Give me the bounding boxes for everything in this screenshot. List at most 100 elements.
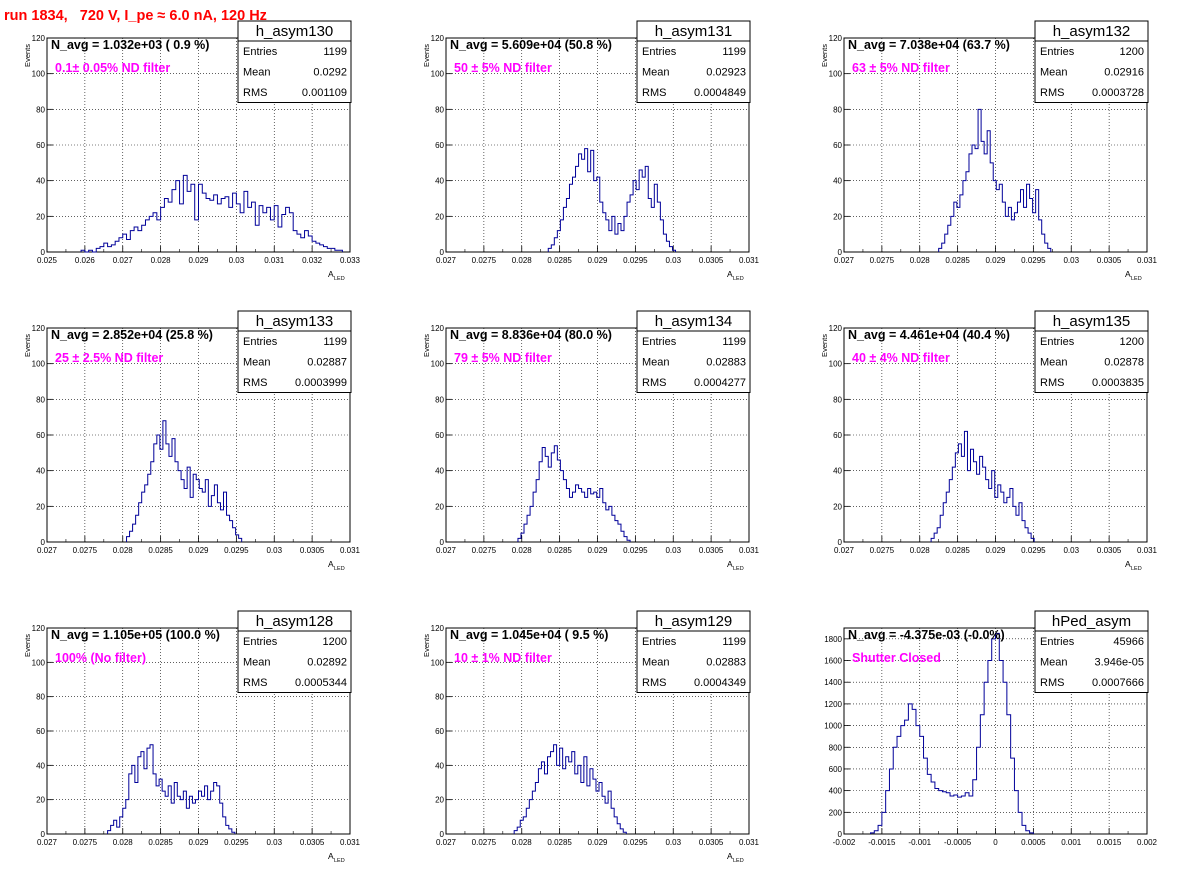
filter-label: Shutter Closed xyxy=(852,651,941,665)
x-tick-label: 0.0305 xyxy=(300,546,325,555)
histogram-line xyxy=(80,174,343,253)
y-tick-label: 100 xyxy=(32,658,46,667)
x-tick-label: 0.0285 xyxy=(148,838,173,847)
stats-value: 45966 xyxy=(1113,636,1144,648)
histogram-panel-hPed_asym: -0.002 -0.0015 -0.001 -0.0005 0 0.0005 0.001 0.… xyxy=(824,610,1158,847)
stats-title: hPed_asym xyxy=(1052,613,1131,630)
x-tick-label: 0.0285 xyxy=(945,256,970,265)
stats-title: h_asym129 xyxy=(655,613,733,630)
y-tick-label: 20 xyxy=(435,212,444,221)
x-tick-label: 0.029 xyxy=(587,546,608,555)
x-tick-label: 0.0295 xyxy=(623,838,648,847)
x-tick-label: 0.0285 xyxy=(148,546,173,555)
x-tick-label: 0.025 xyxy=(37,256,58,265)
histogram-line xyxy=(513,744,627,834)
y-tick-label: 40 xyxy=(833,177,842,186)
x-tick-label: 0.03 xyxy=(229,256,245,265)
y-tick-label: 100 xyxy=(431,360,445,369)
x-tick-label: 0.0275 xyxy=(73,546,98,555)
x-tick-label: 0.028 xyxy=(113,546,134,555)
y-tick-label: 100 xyxy=(32,70,46,79)
x-tick-label: 0.002 xyxy=(1137,838,1158,847)
y-axis-label: Events xyxy=(820,44,829,67)
x-tick-label: 0.0275 xyxy=(472,838,497,847)
y-axis-label: Events xyxy=(820,334,829,357)
stats-value: 0.02878 xyxy=(1104,357,1144,369)
y-tick-label: 60 xyxy=(36,141,45,150)
stats-label: Mean xyxy=(1040,67,1068,79)
x-tick-label: 0.0285 xyxy=(547,256,572,265)
x-tick-label: 0.0285 xyxy=(547,546,572,555)
stats-value: 0.001109 xyxy=(302,87,347,99)
x-tick-label: 0.027 xyxy=(436,546,457,555)
x-axis-label-sub: LED xyxy=(334,276,345,282)
x-tick-label: 0.0275 xyxy=(472,256,497,265)
stats-value: 0.0005344 xyxy=(295,677,347,689)
x-tick-label: -0.001 xyxy=(908,838,931,847)
x-tick-label: 0.027 xyxy=(834,546,855,555)
stats-value: 0.02916 xyxy=(1104,67,1144,79)
filter-label: 63 ± 5% ND filter xyxy=(852,61,950,75)
stats-value: 0.02883 xyxy=(706,657,746,669)
x-tick-label: 0.0015 xyxy=(1097,838,1122,847)
navg-label: N_avg = 5.609e+04 (50.8 %) xyxy=(450,38,612,52)
histogram-line xyxy=(870,632,1034,834)
x-tick-label: 0.0305 xyxy=(1097,256,1122,265)
filter-label: 100% (No filter) xyxy=(55,651,146,665)
y-tick-label: 200 xyxy=(829,808,843,817)
stats-box xyxy=(636,310,751,393)
y-axis-label: Events xyxy=(422,44,431,67)
y-tick-label: 20 xyxy=(36,502,45,511)
stats-label: Entries xyxy=(642,336,677,348)
x-tick-label: 0.029 xyxy=(188,838,209,847)
x-tick-label: 0.027 xyxy=(37,838,58,847)
x-tick-label: 0.03 xyxy=(665,546,681,555)
x-tick-label: 0.027 xyxy=(436,838,457,847)
stats-value: 0.0003835 xyxy=(1092,377,1144,389)
filter-label: 0.1± 0.05% ND filter xyxy=(55,61,170,75)
stats-label: RMS xyxy=(1040,377,1064,389)
y-tick-label: 40 xyxy=(36,761,45,770)
x-tick-label: 0.03 xyxy=(665,838,681,847)
stats-label: RMS xyxy=(243,87,267,99)
stats-label: Entries xyxy=(1040,336,1075,348)
y-tick-label: 1600 xyxy=(824,657,842,666)
x-tick-label: 0.03 xyxy=(1063,256,1079,265)
x-axis-label: A xyxy=(727,269,733,279)
navg-label: N_avg = 1.045e+04 ( 9.5 %) xyxy=(450,628,608,642)
x-tick-label: 0.032 xyxy=(302,256,323,265)
stats-value: 0.0003999 xyxy=(295,377,347,389)
y-tick-label: 20 xyxy=(36,212,45,221)
x-tick-label: 0.03 xyxy=(665,256,681,265)
y-tick-label: 60 xyxy=(435,727,444,736)
histogram-panel-h_asym133: 0.027 0.0275 0.028 0.0285 0.029 0.0295 0.03 0.0… xyxy=(23,310,361,572)
x-tick-label: 0.0305 xyxy=(699,256,724,265)
x-tick-label: 0.0295 xyxy=(1021,256,1046,265)
x-tick-label: 0.0285 xyxy=(945,546,970,555)
stats-value: 1199 xyxy=(722,336,746,348)
stats-value: 1199 xyxy=(323,46,347,58)
x-tick-label: 0.028 xyxy=(512,838,533,847)
x-tick-label: 0.0295 xyxy=(1021,546,1046,555)
x-tick-label: 0.0005 xyxy=(1021,838,1046,847)
stats-label: RMS xyxy=(243,677,267,689)
y-tick-label: 40 xyxy=(435,761,444,770)
y-tick-label: 120 xyxy=(431,624,445,633)
x-tick-label: 0.029 xyxy=(985,256,1006,265)
y-axis-label: Events xyxy=(23,634,32,657)
histogram-line xyxy=(517,445,631,542)
x-tick-label: 0.031 xyxy=(739,838,760,847)
navg-label: N_avg = 1.032e+03 ( 0.9 %) xyxy=(51,38,209,52)
y-tick-label: 120 xyxy=(431,324,445,333)
stats-value: 1200 xyxy=(1120,46,1144,58)
stats-value: 0.02887 xyxy=(307,357,347,369)
navg-label: N_avg = 7.038e+04 (63.7 %) xyxy=(848,38,1010,52)
navg-label: N_avg = 2.852e+04 (25.8 %) xyxy=(51,328,213,342)
y-axis-label: Events xyxy=(23,44,32,67)
y-tick-label: 60 xyxy=(435,431,444,440)
stats-label: RMS xyxy=(1040,677,1064,689)
y-tick-label: 60 xyxy=(435,141,444,150)
histogram-line xyxy=(547,148,677,252)
y-tick-label: 120 xyxy=(32,324,46,333)
filter-label: 40 ± 4% ND filter xyxy=(852,351,950,365)
